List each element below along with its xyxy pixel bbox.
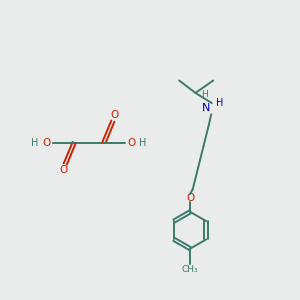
Text: H: H <box>140 138 147 148</box>
Text: N: N <box>202 103 211 113</box>
Text: H: H <box>217 98 224 108</box>
Text: O: O <box>110 110 118 120</box>
Text: CH₃: CH₃ <box>182 265 198 274</box>
Text: H: H <box>31 138 39 148</box>
Text: O: O <box>128 138 136 148</box>
Text: O: O <box>60 165 68 175</box>
Text: O: O <box>186 193 194 203</box>
Text: H: H <box>201 90 208 99</box>
Text: O: O <box>42 138 50 148</box>
